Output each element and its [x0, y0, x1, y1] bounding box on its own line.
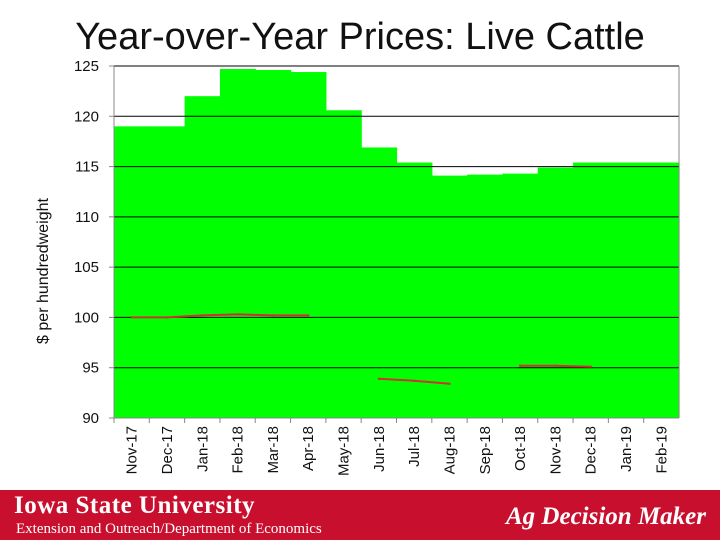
x-tick-label: Feb-18: [230, 426, 247, 474]
area-bar: [431, 175, 468, 418]
x-tick-label: Oct-18: [512, 426, 529, 471]
area-bar: [149, 126, 186, 418]
x-tick-label: Feb-19: [653, 426, 670, 474]
x-tick-label: Dec-17: [159, 426, 176, 474]
line-point: [271, 314, 275, 317]
x-tick-label: Sep-18: [477, 426, 494, 474]
area-bar: [219, 69, 256, 418]
chart-title: Year-over-Year Prices: Live Cattle: [75, 16, 645, 58]
y-tick-labels: 90 95 100 105 110 115 120 125: [74, 58, 99, 427]
area-bar: [114, 126, 150, 418]
x-tick-label: Apr-18: [300, 426, 317, 471]
x-tick-label: Mar-18: [265, 426, 282, 474]
y-tick-label: 125: [74, 58, 99, 75]
line-point: [377, 377, 381, 380]
y-tick-label: 105: [74, 259, 99, 276]
department-text: Extension and Outreach/Department of Eco…: [16, 521, 322, 537]
x-tick-label: Aug-18: [441, 426, 458, 474]
area-bar: [255, 70, 292, 418]
y-tick-label: 95: [82, 360, 99, 377]
line-point: [448, 382, 451, 386]
area-bar: [502, 173, 539, 418]
x-tick-label: Jan-18: [194, 426, 211, 472]
area-bar: [396, 162, 433, 418]
area-bar: [290, 72, 327, 418]
line-point: [589, 365, 592, 368]
area-bar: [184, 96, 221, 419]
y-tick-label: 115: [75, 159, 99, 176]
area-bar: [573, 162, 609, 418]
line-point: [307, 314, 310, 317]
line-point: [236, 313, 239, 316]
y-axis-label: $ per hundredweight: [35, 198, 52, 344]
area-bar: [361, 147, 398, 418]
y-tick-label: 90: [82, 410, 99, 427]
y-tick-label: 100: [74, 309, 99, 326]
y-tick-label: 120: [74, 108, 99, 125]
gridlines: [114, 65, 679, 369]
axes: [109, 65, 680, 423]
line-point: [165, 316, 169, 319]
area-series: [114, 69, 680, 419]
x-tick-label: Jun-18: [371, 426, 388, 472]
brand-logo: Ag Decision Maker: [506, 503, 706, 530]
x-tick-label: May-18: [336, 426, 353, 476]
price-line: [131, 313, 309, 319]
y-tick-label: 110: [75, 209, 99, 226]
line-point: [130, 316, 133, 319]
line-series: [130, 313, 592, 386]
x-tick-label: Jul-18: [406, 426, 423, 467]
x-tick-label: Nov-18: [547, 426, 564, 474]
price-chart: 90 95 100 105 110 115 120 125 Nov-17 Dec-17 Jan-1…: [35, 58, 680, 476]
line-point: [201, 314, 204, 317]
x-tick-labels: Nov-17 Dec-17 Jan-18 Feb-18 Mar-18 Apr-18 May-…: [124, 426, 671, 476]
area-bar: [537, 167, 574, 418]
line-point: [412, 379, 416, 382]
x-tick-label: Jan-19: [618, 426, 635, 472]
x-tick-label: Nov-17: [124, 426, 141, 474]
line-point: [554, 364, 557, 367]
line-point: [518, 364, 522, 367]
area-bar: [608, 162, 645, 418]
area-bar: [325, 110, 362, 418]
area-bar: [467, 174, 504, 418]
x-tick-label: Dec-18: [583, 426, 600, 474]
area-bar: [643, 162, 680, 418]
university-wordmark: Iowa State University: [14, 492, 256, 519]
footer-bar: Iowa State University Extension and Outr…: [0, 490, 720, 540]
